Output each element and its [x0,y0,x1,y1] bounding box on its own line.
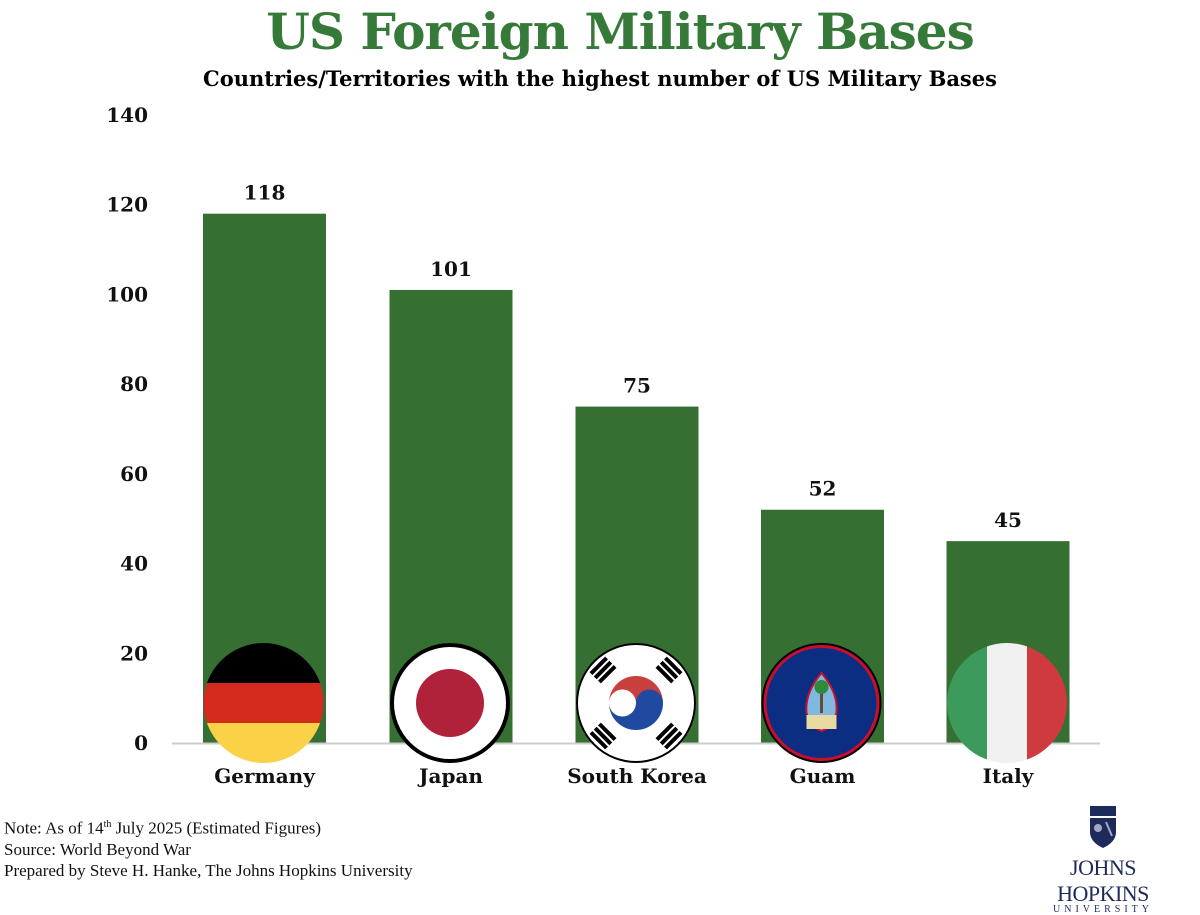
y-tick-label: 100 [106,282,148,306]
italy-flag-icon [947,643,1067,763]
data-label: 101 [430,257,472,281]
japan-flag-icon [390,643,510,763]
data-label: 52 [809,477,837,501]
footnotes: Note: As of 14th July 2025 (Estimated Fi… [4,814,413,881]
category-label: Italy [983,764,1035,788]
shield-icon [1090,806,1116,848]
bar-chart: 0 20 40 60 80 100 120 140 118 Germany 101 Japan 75 S… [106,103,1100,788]
germany-flag-icon [203,643,324,763]
y-tick-label: 120 [106,193,148,217]
data-label: 75 [623,374,651,398]
south-korea-flag-icon [576,643,696,763]
source-line: Source: World Beyond War [4,839,191,859]
johns-hopkins-logo: JOHNS HOPKINS UNIVERSITY [1036,806,1170,915]
y-tick-label: 60 [120,462,148,486]
category-label: Japan [417,764,483,788]
guam-flag-icon [761,643,882,763]
category-label: South Korea [567,764,707,788]
y-tick-label: 140 [106,103,148,127]
y-tick-label: 20 [120,641,148,665]
y-tick-label: 40 [120,552,148,576]
chart-subtitle: Countries/Territories with the highest n… [203,66,997,91]
chart-title: US Foreign Military Bases [266,2,975,61]
note-line: Note: As of 14th July 2025 (Estimated Fi… [4,818,322,838]
y-tick-label: 80 [120,372,148,396]
category-label: Germany [214,764,316,788]
prepared-by-line: Prepared by Steve H. Hanke, The Johns Ho… [4,860,413,880]
y-tick-label: 0 [134,731,148,755]
data-label: 45 [994,508,1022,532]
category-label: Guam [790,764,856,788]
data-label: 118 [244,181,286,205]
